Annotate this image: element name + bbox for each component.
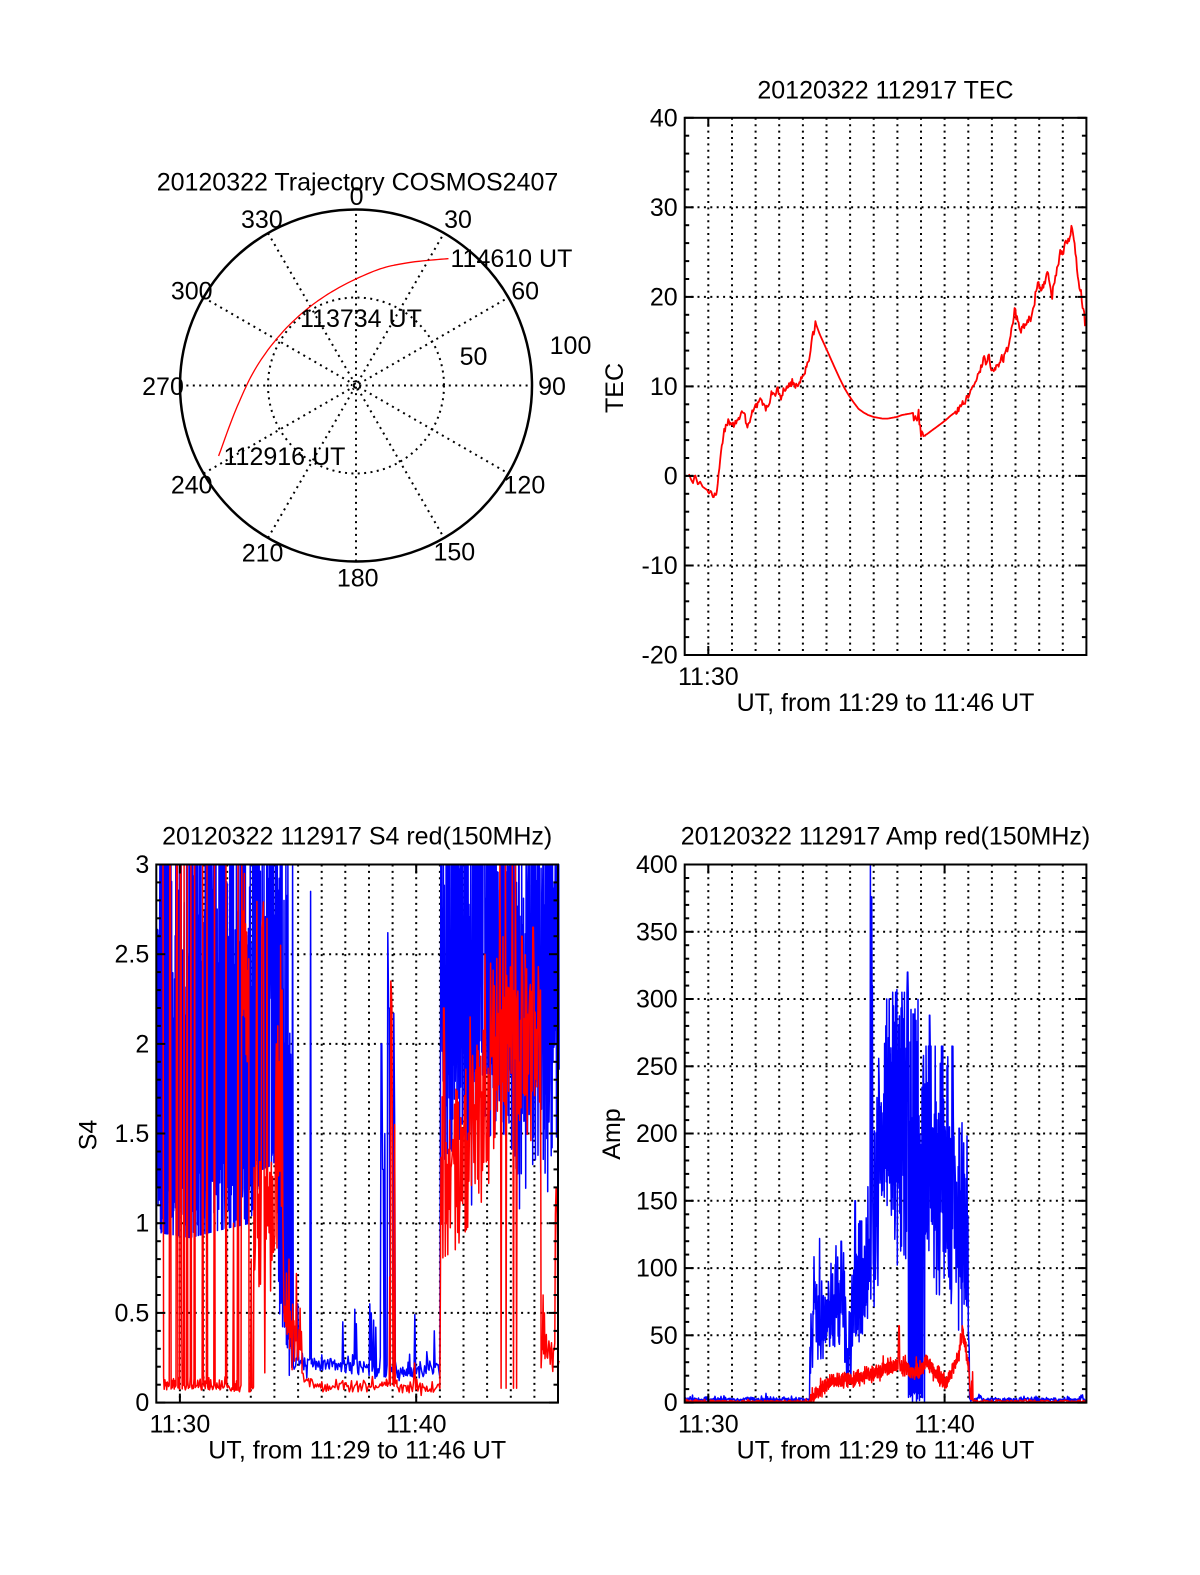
svg-text:120: 120: [504, 472, 546, 500]
svg-text:10: 10: [650, 373, 678, 401]
svg-text:240: 240: [171, 472, 213, 500]
svg-text:400: 400: [636, 851, 678, 879]
svg-text:210: 210: [242, 540, 284, 568]
svg-text:20120322 112917 TEC: 20120322 112917 TEC: [757, 77, 1013, 105]
svg-text:100: 100: [636, 1255, 678, 1283]
svg-text:11:40: 11:40: [914, 1411, 975, 1439]
svg-text:2: 2: [135, 1030, 149, 1058]
svg-text:113734 UT: 113734 UT: [300, 305, 422, 333]
svg-text:0: 0: [135, 1389, 149, 1417]
svg-text:2.5: 2.5: [115, 941, 150, 969]
svg-text:S4: S4: [75, 1120, 103, 1151]
svg-text:0: 0: [350, 183, 364, 211]
svg-text:11:30: 11:30: [678, 1411, 739, 1439]
svg-text:20120322 Trajectory COSMOS2407: 20120322 Trajectory COSMOS2407: [157, 169, 559, 197]
svg-text:330: 330: [241, 206, 283, 234]
svg-text:Amp: Amp: [598, 1108, 626, 1159]
svg-text:UT, from 11:29 to 11:46 UT: UT, from 11:29 to 11:46 UT: [737, 1437, 1035, 1465]
svg-text:180: 180: [337, 564, 379, 592]
svg-text:112916 UT: 112916 UT: [224, 443, 346, 471]
svg-text:TEC: TEC: [601, 363, 629, 413]
svg-text:300: 300: [171, 278, 213, 306]
svg-text:3: 3: [135, 851, 149, 879]
svg-text:30: 30: [650, 194, 678, 222]
svg-text:150: 150: [636, 1187, 678, 1215]
svg-text:270: 270: [142, 373, 184, 401]
svg-text:100: 100: [550, 332, 592, 360]
svg-text:40: 40: [650, 104, 678, 132]
svg-text:0.5: 0.5: [115, 1299, 150, 1327]
svg-text:11:30: 11:30: [678, 663, 739, 691]
svg-text:150: 150: [433, 538, 475, 566]
svg-text:200: 200: [636, 1120, 678, 1148]
svg-text:50: 50: [460, 343, 488, 371]
svg-text:20120322 112917 S4 red(150MHz): 20120322 112917 S4 red(150MHz): [162, 823, 552, 851]
svg-text:20: 20: [650, 283, 678, 311]
svg-text:90: 90: [538, 373, 566, 401]
svg-text:1.5: 1.5: [115, 1120, 150, 1148]
svg-text:20120322 112917 Amp red(150MHz: 20120322 112917 Amp red(150MHz): [681, 823, 1091, 851]
svg-text:11:40: 11:40: [386, 1411, 447, 1439]
svg-text:30: 30: [444, 206, 472, 234]
svg-text:-20: -20: [642, 642, 678, 670]
svg-text:UT, from 11:29 to 11:46 UT: UT, from 11:29 to 11:46 UT: [737, 689, 1035, 717]
svg-text:1: 1: [135, 1210, 149, 1238]
svg-text:60: 60: [511, 278, 539, 306]
svg-text:11:30: 11:30: [150, 1411, 211, 1439]
svg-text:0: 0: [664, 1389, 678, 1417]
svg-text:50: 50: [650, 1322, 678, 1350]
svg-text:-10: -10: [642, 552, 678, 580]
svg-text:300: 300: [636, 986, 678, 1014]
svg-text:250: 250: [636, 1053, 678, 1081]
svg-text:114610 UT: 114610 UT: [451, 245, 573, 273]
svg-text:UT, from 11:29 to 11:46 UT: UT, from 11:29 to 11:46 UT: [208, 1437, 506, 1465]
svg-text:0: 0: [664, 462, 678, 490]
svg-text:350: 350: [636, 918, 678, 946]
